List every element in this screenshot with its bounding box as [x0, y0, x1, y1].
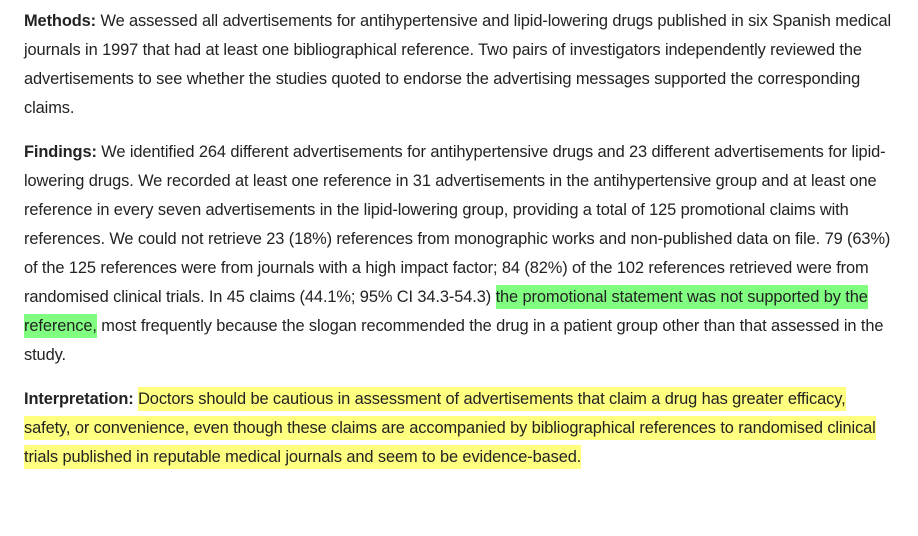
abstract-document: Methods: We assessed all advertisements … — [24, 7, 896, 487]
methods-text: We assessed all advertisements for antih… — [24, 12, 892, 117]
interpretation-label: Interpretation: — [24, 390, 134, 408]
methods-label: Methods: — [24, 12, 97, 30]
findings-text-after: most frequently because the slogan recom… — [24, 317, 884, 364]
findings-text: We identified 264 different advertisemen… — [24, 143, 891, 306]
findings-label: Findings: — [24, 143, 97, 161]
findings-paragraph: Findings: We identified 264 different ad… — [24, 138, 896, 370]
interpretation-paragraph: Interpretation: Doctors should be cautio… — [24, 385, 896, 472]
yellow-highlight: Doctors should be cautious in assessment… — [24, 387, 876, 469]
methods-paragraph: Methods: We assessed all advertisements … — [24, 7, 896, 123]
